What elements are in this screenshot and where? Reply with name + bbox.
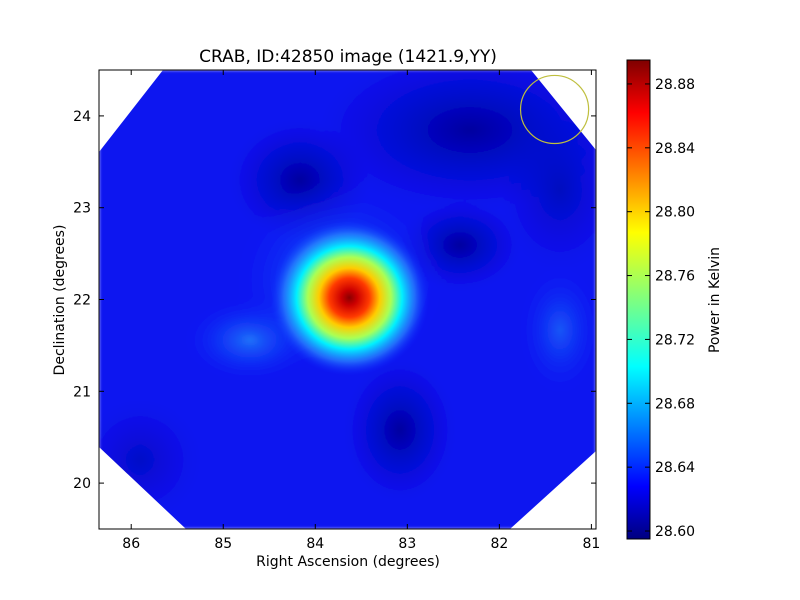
chart-title: CRAB, ID:42850 image (1421.9,YY) [199, 47, 497, 67]
colorbar-tick-label: 28.80 [655, 205, 695, 221]
colorbar-tick-label: 28.68 [655, 396, 695, 412]
y-axis-ticks: 20 21 22 23 24 [73, 109, 596, 492]
colorbar-ticks: 28.60 28.64 28.68 28.72 28.76 28.80 28.84 28.88 [627, 77, 695, 540]
x-axis-label: Right Ascension (degrees) [256, 554, 440, 570]
colorbar-tick-label: 28.64 [655, 460, 695, 476]
x-tick-label: 82 [490, 536, 508, 552]
x-tick-label: 81 [582, 536, 600, 552]
x-tick-label: 85 [214, 536, 232, 552]
beam-circle [519, 74, 590, 145]
colorbar [626, 59, 651, 540]
y-tick-label: 23 [73, 201, 91, 217]
x-tick-label: 83 [398, 536, 416, 552]
x-tick-label: 84 [306, 536, 324, 552]
colorbar-tick-label: 28.88 [655, 77, 695, 93]
colorbar-label: Power in Kelvin [707, 247, 723, 353]
y-axis-label: Declination (degrees) [52, 225, 68, 376]
colorbar-tick-label: 28.60 [655, 524, 695, 540]
y-tick-label: 20 [73, 476, 91, 492]
heatmap-image [99, 70, 596, 529]
colorbar-tick-label: 28.72 [655, 332, 695, 348]
colorbar-tick-label: 28.84 [655, 141, 695, 157]
y-tick-label: 22 [73, 293, 91, 309]
source-peak [269, 219, 430, 376]
x-axis-ticks: 86 85 84 83 82 81 [122, 70, 600, 552]
y-tick-label: 21 [73, 384, 91, 400]
x-tick-label: 86 [122, 536, 140, 552]
y-tick-label: 24 [73, 109, 91, 125]
colorbar-tick-label: 28.76 [655, 269, 695, 285]
